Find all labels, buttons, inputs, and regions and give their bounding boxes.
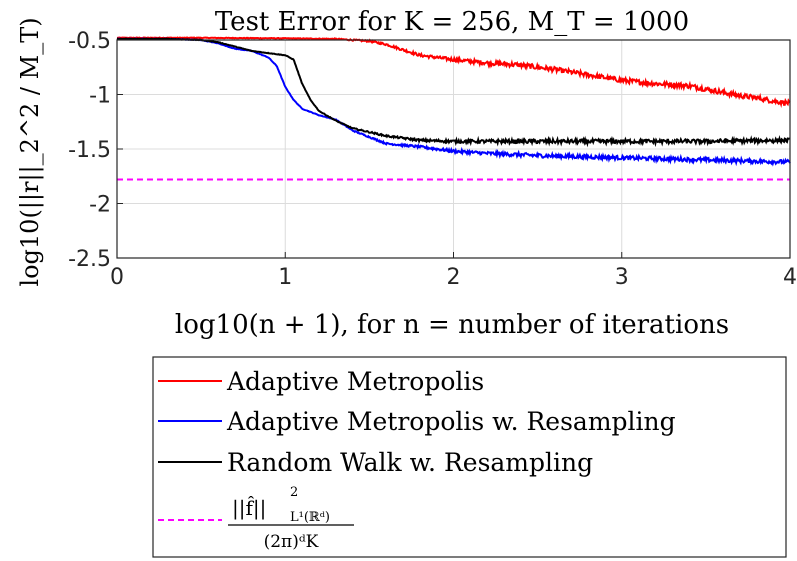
series-line-2: [116, 37, 791, 148]
legend-formula-denominator: (2π)ᵈK: [264, 532, 319, 552]
y-tick-label: -1.5: [68, 138, 111, 163]
x-tick-label: 4: [783, 265, 797, 290]
legend-label-adaptive-metropolis-resampling: Adaptive Metropolis w. Resampling: [226, 407, 676, 436]
x-tick-label: 3: [615, 265, 629, 290]
x-tick-label: 2: [447, 265, 461, 290]
series-line-0: [116, 36, 791, 108]
legend-formula-sub: L¹(ℝᵈ): [290, 510, 330, 525]
y-axis-label: log10(||r||_2^2 / M_T): [16, 17, 45, 286]
series-group: [116, 36, 791, 181]
y-tick-label: -2.5: [68, 247, 111, 272]
chart-title: Test Error for K = 256, M_T = 1000: [215, 7, 689, 37]
legend-formula-sup: 2: [290, 485, 298, 500]
x-tick-label: 1: [278, 265, 292, 290]
y-tick-label: -0.5: [68, 29, 111, 54]
y-tick-label: -2: [89, 193, 111, 218]
x-axis-label: log10(n + 1), for n = number of iteratio…: [175, 310, 729, 340]
legend: Adaptive Metropolis Adaptive Metropolis …: [152, 356, 787, 558]
y-tick-label: -1: [89, 84, 111, 109]
legend-label-random-walk-resampling: Random Walk w. Resampling: [227, 448, 593, 477]
legend-box: [152, 356, 787, 558]
x-tick-label: 0: [110, 265, 124, 290]
series-line-1: [116, 37, 791, 167]
ticks: 0 1 2 3 4 -0.5 -1 -1.5 -2 -2.5: [68, 29, 797, 290]
legend-formula-numerator: ||f̂||: [232, 496, 266, 521]
legend-label-adaptive-metropolis: Adaptive Metropolis: [226, 367, 484, 396]
